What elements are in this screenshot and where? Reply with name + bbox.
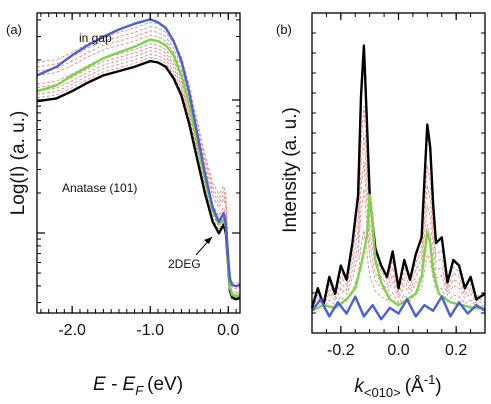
- panel-a-series-blue: [36, 18, 241, 288]
- panel-b-xtick-label: 0.2: [445, 342, 467, 359]
- panel-b: -0.2 0.0 0.2 (b) Intensity (a. u.) k<010> (…: [276, 12, 486, 400]
- panel-a-series-dashed-dashed: [36, 46, 241, 295]
- panel-a-ticks: -2.0 -1.0 0.0: [37, 13, 240, 339]
- panel-a-series-dashed-dashed: [36, 43, 241, 293]
- panel-a-series-dashed-dashed: [36, 53, 241, 297]
- panel-b-series-dashed-dashed: [311, 161, 486, 306]
- panel-b-label: (b): [276, 22, 292, 37]
- annotation-2deg-arrow-head: [204, 237, 212, 244]
- panel-a-label: (a): [6, 22, 22, 37]
- panel-a-ylabel: Log(I) (a. u.): [8, 111, 29, 216]
- panel-a-frame: [36, 12, 241, 314]
- panel-a-xlabel-unit: (eV): [147, 374, 183, 395]
- panel-a-series-dashed-dashed: [36, 21, 241, 285]
- panel-a-xlabel: E - EF (eV): [93, 374, 183, 398]
- panel-a-series-dashed-dashed: [36, 34, 241, 290]
- panel-a-xtick-label: -2.0: [58, 322, 86, 339]
- panel-a: -2.0 -1.0 0.0 (a) in gap Anatase (101) 2DE…: [6, 12, 241, 398]
- panel-a-series-group: [36, 18, 241, 301]
- annotation-anatase: Anatase (101): [62, 181, 137, 195]
- panel-b-xlabel-sup: -1: [424, 372, 436, 387]
- panel-b-xtick-label: -0.2: [327, 342, 355, 359]
- panel-b-xlabel-sub: <010>: [364, 385, 401, 400]
- annotation-in-gap: in gap: [79, 31, 112, 45]
- panel-b-xlabel-unit: (Å: [405, 376, 424, 397]
- panel-b-xlabel-close: ): [435, 376, 441, 397]
- panel-a-series-dashed-dashed: [36, 30, 241, 288]
- panel-a-xtick-label: -1.0: [136, 322, 164, 339]
- panel-b-xtick-label: 0.0: [387, 342, 409, 359]
- panel-a-xtick-label: 0.0: [217, 322, 239, 339]
- panel-b-series-black: [310, 44, 486, 309]
- panel-b-xlabel: k<010> (Å-1): [354, 372, 441, 400]
- panel-a-xlabel-main: E - E: [93, 374, 136, 395]
- panel-b-series-dashed-dashed: [311, 105, 486, 304]
- panel-a-series-green: [36, 38, 241, 298]
- panel-b-xlabel-main: k: [354, 376, 365, 397]
- panel-b-series-dashed-dashed: [311, 133, 486, 305]
- panel-b-ticks: -0.2 0.0 0.2: [312, 13, 486, 359]
- panel-b-series-green: [311, 193, 485, 312]
- panel-b-series-group: [310, 44, 486, 321]
- panel-b-ylabel: Intensity (a. u.): [280, 107, 301, 233]
- panel-b-series-blue: [311, 295, 486, 321]
- annotation-2deg: 2DEG: [168, 257, 201, 271]
- panel-b-series-dashed-dashed: [311, 188, 486, 308]
- panel-a-xlabel-sub: F: [135, 383, 144, 398]
